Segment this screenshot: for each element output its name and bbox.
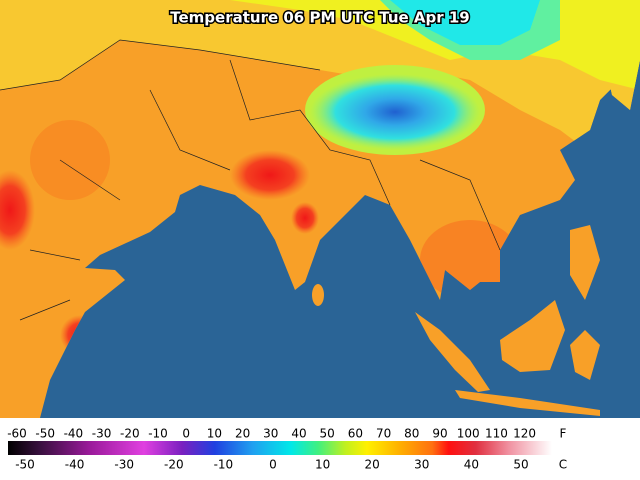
- country-borders: [0, 39, 501, 321]
- fahrenheit-label: 100: [457, 427, 480, 441]
- map-title: Temperature 06 PM UTC Tue Apr 19: [170, 9, 470, 27]
- fahrenheit-label: -10: [148, 427, 168, 441]
- fahrenheit-label: 10: [207, 427, 222, 441]
- fahrenheit-label: 40: [291, 427, 306, 441]
- celsius-label: 40: [464, 458, 479, 472]
- celsius-label: 50: [513, 458, 528, 472]
- color-scale: [8, 441, 552, 455]
- celsius-label: 10: [315, 458, 330, 472]
- celsius-label: -20: [164, 458, 184, 472]
- fahrenheit-label: 30: [263, 427, 278, 441]
- fahrenheit-label: 20: [235, 427, 250, 441]
- celsius-label: -10: [214, 458, 234, 472]
- celsius-label: 20: [365, 458, 380, 472]
- celsius-label: -40: [65, 458, 85, 472]
- fahrenheit-label: 110: [485, 427, 508, 441]
- fahrenheit-label: -20: [120, 427, 140, 441]
- fahrenheit-label: -50: [35, 427, 55, 441]
- fahrenheit-label: 90: [432, 427, 447, 441]
- fahrenheit-unit: F: [560, 427, 567, 441]
- celsius-label: 30: [414, 458, 429, 472]
- celsius-label: -30: [114, 458, 134, 472]
- fahrenheit-label: 70: [376, 427, 391, 441]
- fahrenheit-label: 50: [320, 427, 335, 441]
- celsius-label: 0: [269, 458, 277, 472]
- fahrenheit-label: -40: [64, 427, 84, 441]
- celsius-unit: C: [559, 458, 567, 472]
- celsius-label: -50: [15, 458, 35, 472]
- fahrenheit-label: 60: [348, 427, 363, 441]
- fahrenheit-label: 0: [182, 427, 190, 441]
- fahrenheit-label: 80: [404, 427, 419, 441]
- fahrenheit-label: 120: [513, 427, 536, 441]
- fahrenheit-label: -30: [92, 427, 112, 441]
- fahrenheit-label: -60: [7, 427, 27, 441]
